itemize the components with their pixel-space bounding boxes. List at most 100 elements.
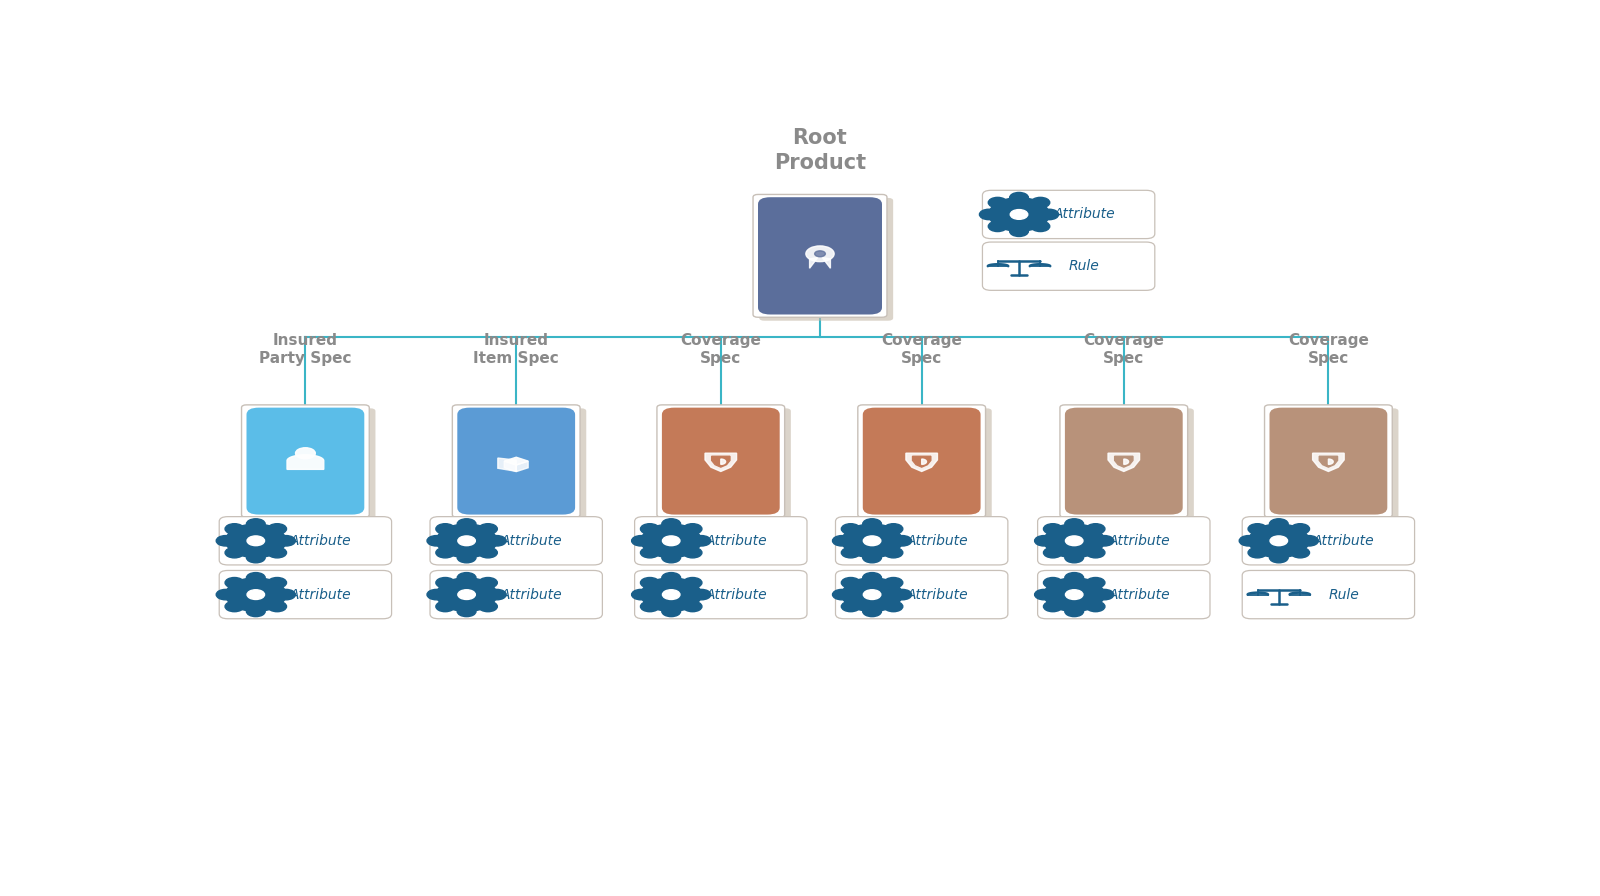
Circle shape (435, 578, 454, 588)
FancyBboxPatch shape (430, 517, 602, 565)
Text: Attribute: Attribute (1314, 534, 1374, 547)
FancyBboxPatch shape (635, 571, 806, 619)
Circle shape (458, 573, 475, 583)
FancyBboxPatch shape (1059, 405, 1187, 517)
Text: Attribute: Attribute (501, 534, 563, 547)
FancyBboxPatch shape (835, 517, 1008, 565)
Circle shape (632, 536, 650, 546)
FancyBboxPatch shape (982, 190, 1155, 238)
Circle shape (1043, 578, 1104, 611)
FancyBboxPatch shape (1269, 408, 1387, 514)
Polygon shape (1312, 453, 1344, 471)
Circle shape (267, 523, 286, 534)
Circle shape (1258, 530, 1299, 552)
FancyBboxPatch shape (1270, 409, 1398, 521)
Text: Attribute: Attribute (1109, 588, 1170, 601)
Circle shape (246, 519, 266, 530)
Circle shape (893, 590, 912, 599)
FancyBboxPatch shape (242, 405, 370, 517)
Circle shape (1066, 536, 1083, 546)
Circle shape (997, 202, 1042, 228)
Circle shape (842, 524, 902, 557)
Text: Attribute: Attribute (290, 534, 352, 547)
Circle shape (1066, 590, 1083, 599)
Circle shape (662, 607, 680, 616)
Circle shape (640, 547, 659, 558)
Circle shape (1040, 210, 1059, 220)
Circle shape (1053, 530, 1094, 552)
Circle shape (1086, 578, 1106, 588)
FancyBboxPatch shape (1066, 409, 1194, 521)
Text: Coverage
Spec: Coverage Spec (1288, 332, 1370, 366)
Circle shape (458, 552, 475, 563)
FancyBboxPatch shape (754, 194, 886, 317)
Circle shape (885, 523, 902, 534)
Circle shape (1094, 536, 1114, 546)
Circle shape (458, 536, 475, 546)
Circle shape (226, 524, 286, 557)
Text: Root
Product: Root Product (774, 128, 866, 173)
Circle shape (488, 590, 506, 599)
Circle shape (650, 530, 693, 552)
Circle shape (683, 523, 702, 534)
Polygon shape (922, 459, 926, 464)
Text: Insured
Item Spec: Insured Item Spec (474, 332, 558, 366)
Circle shape (1051, 582, 1098, 607)
Text: Attribute: Attribute (706, 534, 766, 547)
Circle shape (642, 578, 701, 611)
Text: Attribute: Attribute (501, 588, 563, 601)
Circle shape (226, 578, 286, 611)
Polygon shape (810, 257, 818, 268)
FancyBboxPatch shape (864, 409, 992, 521)
Circle shape (1086, 523, 1106, 534)
FancyBboxPatch shape (430, 571, 602, 619)
Circle shape (226, 601, 243, 612)
Polygon shape (498, 458, 517, 471)
Circle shape (893, 536, 912, 546)
Circle shape (1030, 221, 1050, 231)
Polygon shape (912, 456, 931, 467)
Circle shape (862, 552, 882, 563)
Circle shape (458, 607, 475, 616)
Circle shape (1299, 536, 1318, 546)
Text: Attribute: Attribute (706, 588, 766, 601)
Circle shape (488, 536, 506, 546)
Text: Insured
Party Spec: Insured Party Spec (259, 332, 352, 366)
Circle shape (478, 578, 498, 588)
Polygon shape (504, 461, 517, 471)
Circle shape (235, 530, 277, 552)
FancyBboxPatch shape (453, 405, 581, 517)
Circle shape (851, 583, 893, 607)
Circle shape (267, 601, 286, 612)
Circle shape (885, 578, 902, 588)
Circle shape (216, 590, 235, 599)
Text: Attribute: Attribute (906, 588, 968, 601)
Circle shape (1094, 590, 1114, 599)
Circle shape (885, 601, 902, 612)
Circle shape (1240, 536, 1258, 546)
Circle shape (862, 573, 882, 583)
Circle shape (427, 536, 446, 546)
Polygon shape (1320, 456, 1338, 467)
FancyBboxPatch shape (458, 408, 574, 514)
Circle shape (437, 524, 498, 557)
Circle shape (842, 601, 861, 612)
Polygon shape (504, 457, 528, 465)
Circle shape (216, 536, 235, 546)
Circle shape (662, 590, 680, 599)
Circle shape (1256, 528, 1302, 554)
Circle shape (235, 583, 277, 607)
Circle shape (693, 536, 710, 546)
Circle shape (1086, 601, 1106, 612)
Circle shape (842, 523, 861, 534)
Circle shape (458, 519, 475, 530)
FancyBboxPatch shape (858, 405, 986, 517)
Circle shape (1270, 536, 1288, 546)
FancyBboxPatch shape (459, 409, 586, 521)
Circle shape (662, 519, 680, 530)
Circle shape (226, 523, 243, 534)
Text: Attribute: Attribute (906, 534, 968, 547)
Circle shape (1269, 552, 1288, 563)
Polygon shape (712, 456, 730, 467)
FancyBboxPatch shape (219, 571, 392, 619)
